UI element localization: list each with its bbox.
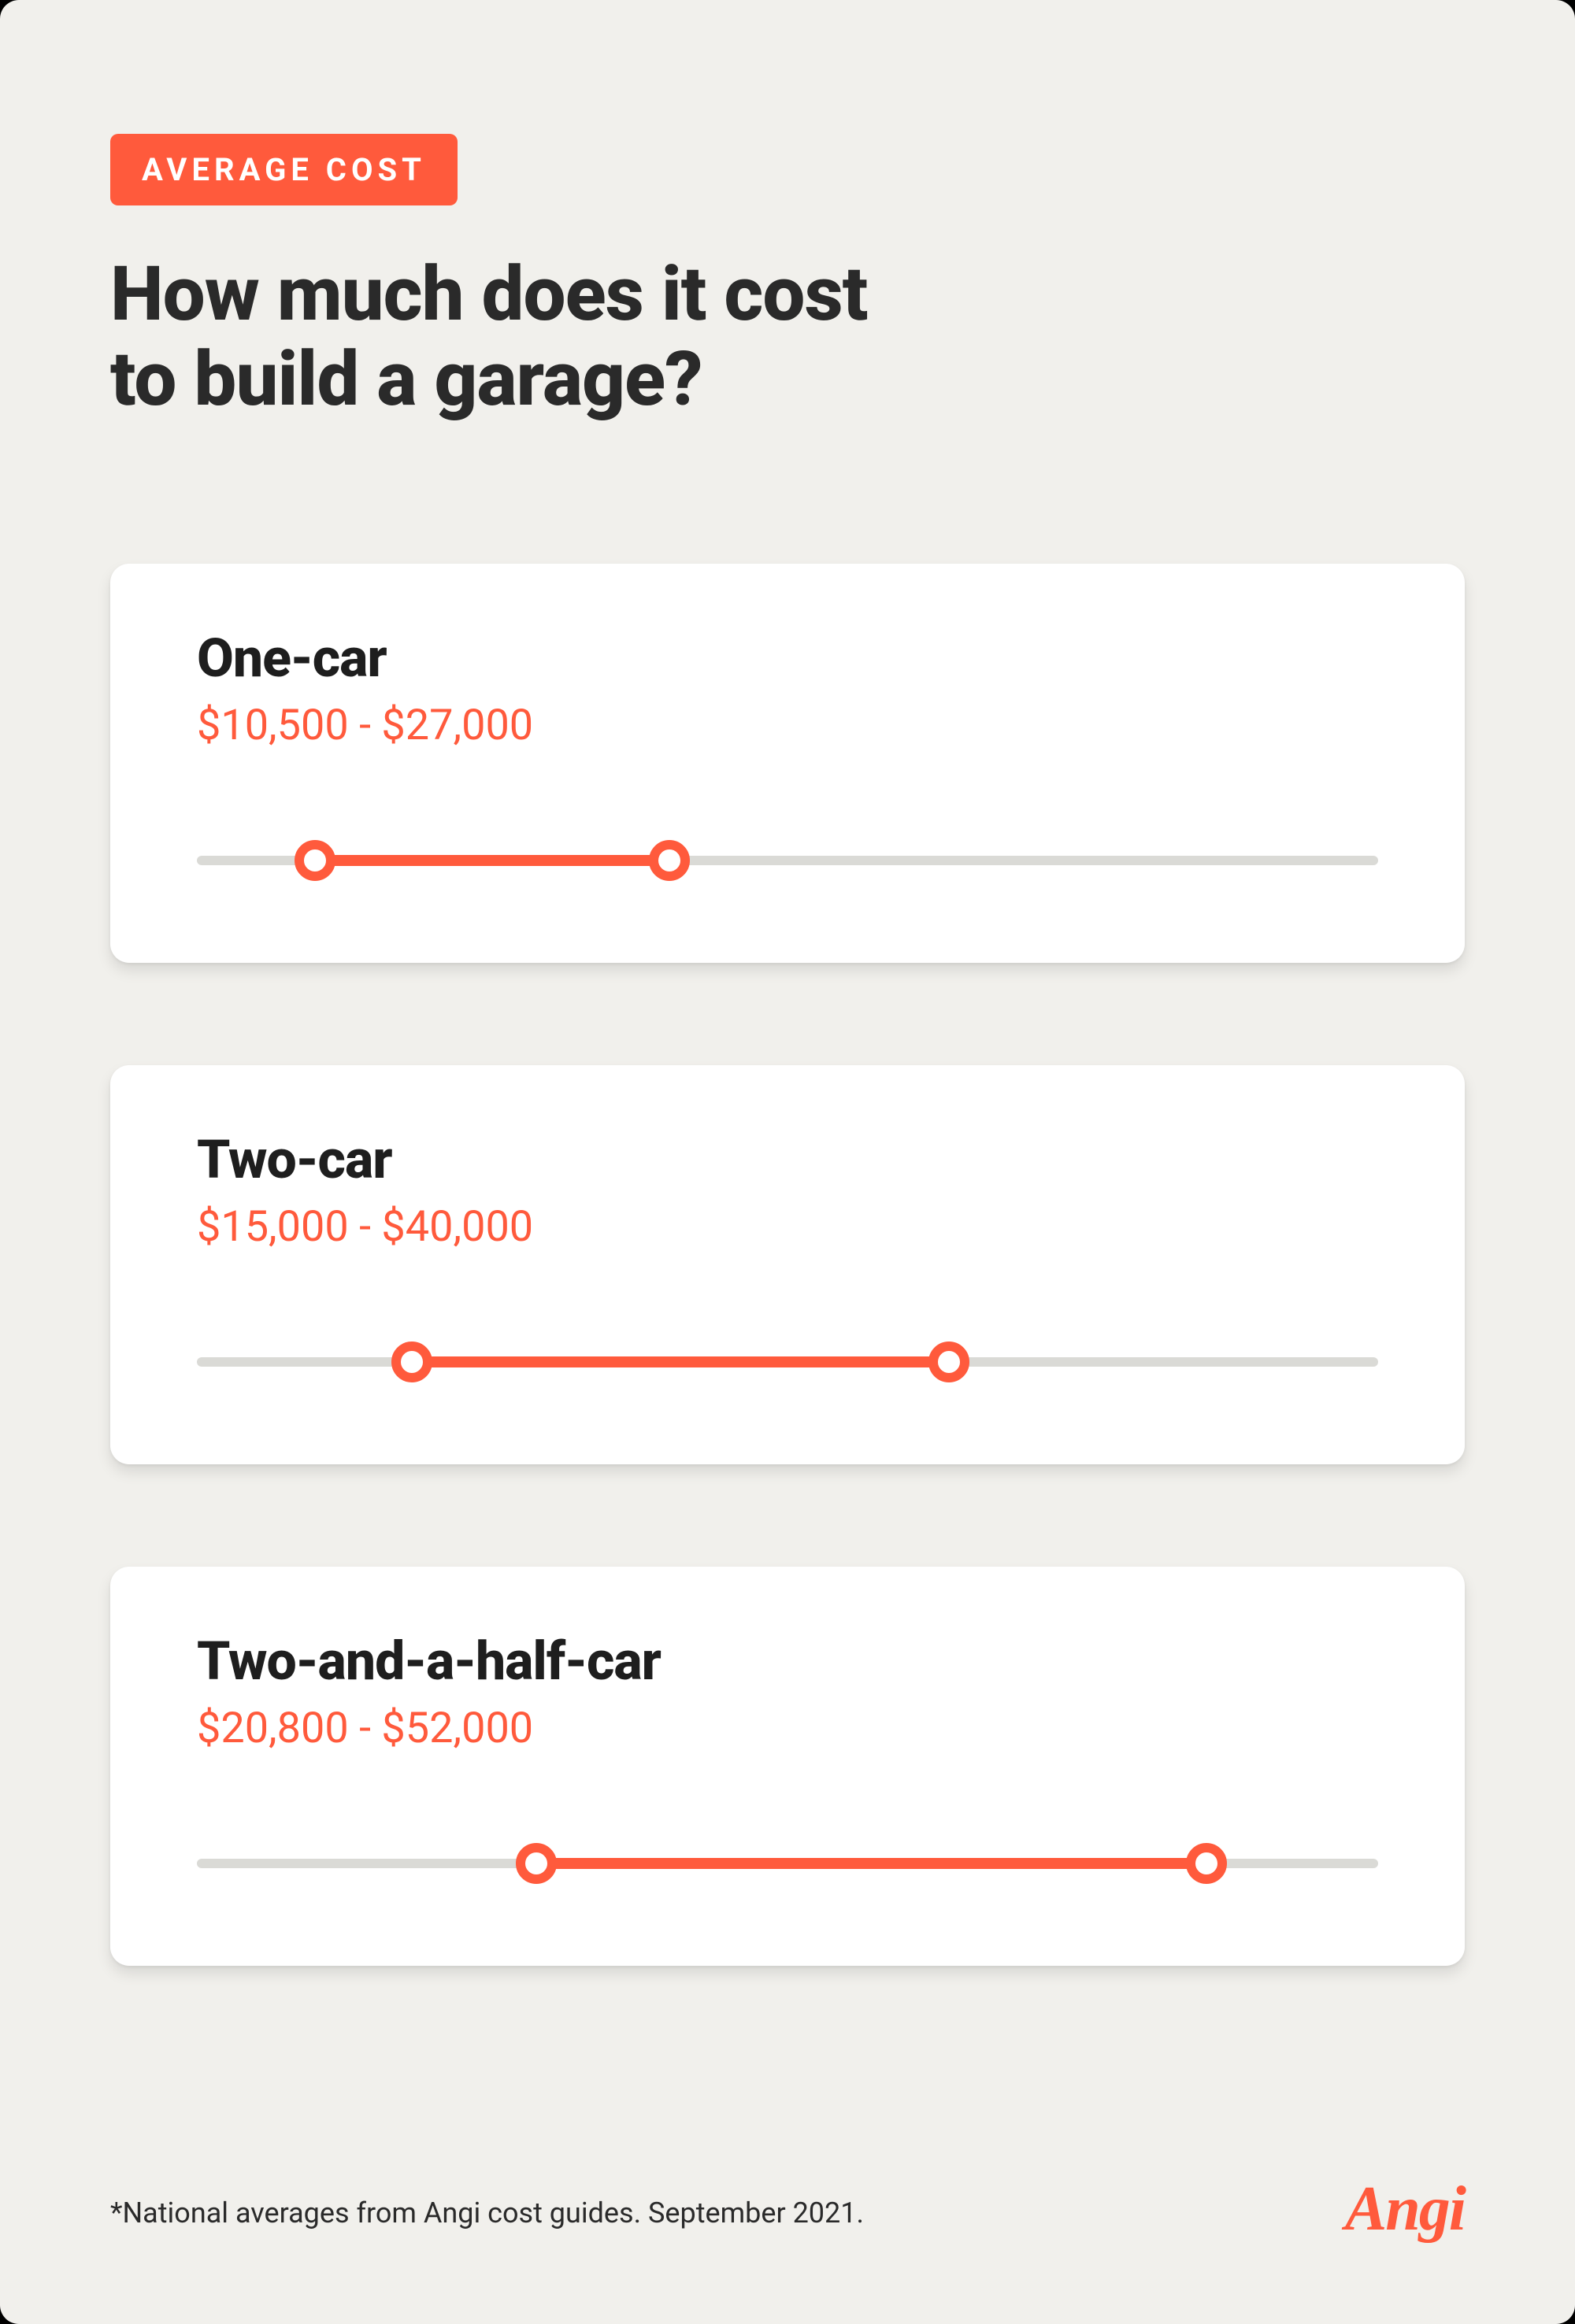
card-title: Two-car <box>197 1128 1378 1191</box>
slider-fill <box>412 1356 949 1367</box>
card-title: Two-and-a-half-car <box>197 1630 1378 1693</box>
range-slider <box>197 845 1378 876</box>
card-range: $15,000 - $40,000 <box>197 1202 1378 1252</box>
card-range: $20,800 - $52,000 <box>197 1704 1378 1753</box>
title-line-2: to build a garage? <box>110 335 702 424</box>
card-title: One-car <box>197 627 1378 690</box>
slider-handle-low <box>516 1843 557 1884</box>
infographic-page: AVERAGE COST How much does it cost to bu… <box>0 0 1575 2324</box>
brand-logo: Angi <box>1345 2174 1465 2245</box>
title-line-1: How much does it cost <box>110 250 868 339</box>
cost-card: One-car $10,500 - $27,000 <box>110 564 1465 963</box>
slider-handle-high <box>649 840 690 881</box>
cost-card: Two-and-a-half-car $20,800 - $52,000 <box>110 1567 1465 1966</box>
footnote: *National averages from Angi cost guides… <box>110 2196 864 2230</box>
cost-card: Two-car $15,000 - $40,000 <box>110 1065 1465 1464</box>
slider-fill <box>315 855 669 866</box>
category-badge: AVERAGE COST <box>110 134 458 205</box>
page-title: How much does it cost to build a garage? <box>110 253 1575 422</box>
range-slider <box>197 1848 1378 1879</box>
slider-handle-low <box>295 840 335 881</box>
slider-fill <box>536 1858 1206 1869</box>
slider-handle-high <box>928 1341 969 1382</box>
card-range: $10,500 - $27,000 <box>197 701 1378 750</box>
badge-label: AVERAGE COST <box>142 151 426 188</box>
slider-handle-low <box>391 1341 432 1382</box>
cards-container: One-car $10,500 - $27,000 Two-car $15,000 -… <box>0 564 1575 1966</box>
range-slider <box>197 1346 1378 1378</box>
slider-handle-high <box>1186 1843 1227 1884</box>
